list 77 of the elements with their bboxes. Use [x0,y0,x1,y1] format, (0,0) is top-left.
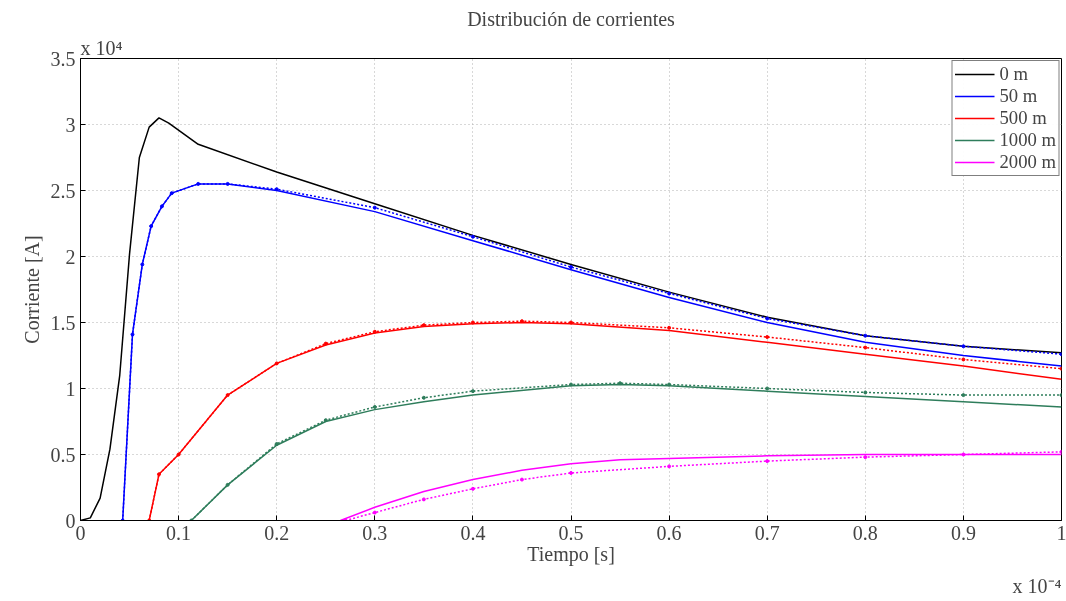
point [863,333,868,338]
legend-label: 0 m [999,63,1029,85]
point [667,382,672,387]
point [140,262,145,267]
point [196,181,201,186]
point [961,357,966,362]
x-tick-label: 0.5 [558,521,584,544]
point [372,329,377,334]
x-tick-label: 0.9 [950,521,976,544]
point [323,341,328,346]
point [470,389,475,394]
point [225,482,230,487]
point [961,393,966,398]
point [274,187,279,192]
point [765,335,770,340]
x-tick-label: 0.3 [362,521,388,544]
x-axis-title: Tiempo [s] [527,542,615,566]
point [569,320,573,325]
point [667,291,672,296]
point [421,323,426,328]
point [863,455,868,460]
point [519,477,524,482]
point [961,452,966,457]
point [470,486,475,491]
point [765,316,770,321]
legend-label: 500 m [999,107,1047,129]
point [667,464,672,469]
x-tick-label: 0.1 [166,521,192,544]
point [863,390,868,395]
point [372,404,377,409]
x-tick-label: 0.8 [852,521,878,544]
point [618,381,623,386]
point [863,345,868,350]
annotation: x 10⁴ [80,36,123,59]
y-tick-label: 1.5 [50,311,76,334]
point [372,510,377,515]
point [149,224,154,229]
y-tick-label: 1 [65,377,76,400]
point [421,395,426,400]
point [225,393,230,398]
point [274,361,279,366]
point [667,325,672,330]
point [765,459,770,464]
legend-label: 1000 m [999,129,1056,151]
y-tick-label: 2 [65,245,76,268]
point [372,205,377,210]
point [569,470,573,475]
point [961,344,966,349]
point [323,418,328,423]
legend-label: 50 m [999,85,1038,107]
point [176,452,181,457]
text: x 10⁻⁴ [1012,574,1062,597]
y-tick-label: 0.5 [50,443,76,466]
point [421,497,426,502]
chart-title: Distribución de corrientes [467,7,676,30]
x-tick-label: 0.6 [656,521,682,544]
x-tick-label: 1 [1056,521,1066,544]
point [130,332,135,337]
y-tick-label: 3 [65,113,76,136]
point [765,386,770,391]
point [569,265,573,270]
x-tick-label: 0.7 [754,521,780,544]
point [470,320,475,325]
point [159,204,164,209]
y-axis-title: Corriente [A] [20,235,43,344]
point [156,472,161,477]
legend-label: 2000 m [999,151,1056,173]
y-tick-label: 2.5 [50,179,76,202]
point [274,441,279,446]
point [470,234,475,239]
point [169,191,174,196]
point [569,382,573,387]
x-tick-label: 0.2 [264,521,290,544]
x-tick-label: 0.4 [460,521,486,544]
point [519,319,524,324]
point [225,181,230,186]
y-tick-label: 3.5 [50,47,76,70]
